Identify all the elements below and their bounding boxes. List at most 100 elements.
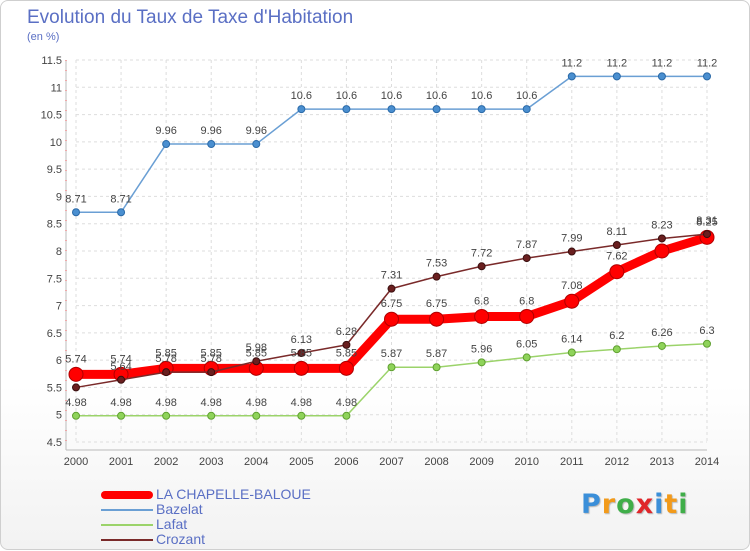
data-label: 6.26 xyxy=(651,327,672,339)
legend-swatch-bazelat xyxy=(101,509,153,511)
data-label: 6.14 xyxy=(561,334,582,346)
x-tick-label: 2014 xyxy=(695,456,719,468)
x-tick-label: 2004 xyxy=(244,456,268,468)
data-point xyxy=(72,208,80,217)
data-point xyxy=(567,72,576,81)
legend-label-lafat: Lafat xyxy=(156,516,188,532)
brand-letter: i xyxy=(678,489,689,520)
data-point xyxy=(477,358,486,367)
legend: LA CHAPELLE-BALOUE Bazelat Lafat Crozant xyxy=(101,486,401,547)
x-tick-label: 2010 xyxy=(514,456,538,468)
data-point xyxy=(564,293,580,309)
data-label: 10.6 xyxy=(291,90,312,102)
x-tick-label: 2005 xyxy=(289,456,313,468)
data-point xyxy=(474,308,490,324)
data-label: 5.85 xyxy=(201,347,222,359)
x-tick-label: 2001 xyxy=(109,456,133,468)
data-label: 8.11 xyxy=(607,226,628,238)
data-label: 5.98 xyxy=(246,342,267,354)
data-point xyxy=(522,254,531,263)
data-label: 6.13 xyxy=(291,334,312,346)
legend-item-lafat: Lafat xyxy=(101,516,401,532)
data-point xyxy=(612,240,621,249)
y-tick-label: 9 xyxy=(56,191,62,203)
data-label: 4.98 xyxy=(65,397,86,409)
data-label: 4.98 xyxy=(246,397,267,409)
y-tick-label: 9.5 xyxy=(47,164,62,176)
y-tick-label: 11 xyxy=(51,82,62,94)
data-point xyxy=(432,363,441,372)
legend-item-la-chapelle-baloue: LA CHAPELLE-BALOUE xyxy=(101,486,401,502)
data-label: 6.28 xyxy=(336,326,357,338)
data-point xyxy=(252,357,261,366)
data-label: 11.2 xyxy=(607,57,628,69)
data-label: 9.96 xyxy=(155,125,176,137)
data-point xyxy=(567,247,576,256)
data-point xyxy=(117,208,126,217)
x-tick-label: 2000 xyxy=(64,456,88,468)
data-label: 5.85 xyxy=(246,347,267,359)
data-point xyxy=(703,230,711,239)
data-label: 6.3 xyxy=(699,325,714,337)
x-tick-label: 2011 xyxy=(560,456,584,468)
data-label: 10.6 xyxy=(336,90,357,102)
data-label: 4.98 xyxy=(291,397,312,409)
y-tick-label: 4.5 xyxy=(47,437,62,449)
data-point xyxy=(657,72,666,81)
data-point xyxy=(387,105,396,114)
data-point xyxy=(297,349,306,358)
data-point xyxy=(207,140,216,149)
data-label: 5.85 xyxy=(291,347,312,359)
data-label: 6.8 xyxy=(474,295,489,307)
data-point xyxy=(477,105,486,114)
data-label: 8.25 xyxy=(696,216,717,228)
data-label: 4.98 xyxy=(201,397,222,409)
data-label: 5.64 xyxy=(110,361,131,373)
data-label: 11.2 xyxy=(561,57,582,69)
data-point xyxy=(612,72,621,81)
data-point xyxy=(68,366,84,382)
data-point xyxy=(117,411,126,420)
data-point xyxy=(703,72,711,81)
x-tick-label: 2006 xyxy=(334,456,358,468)
y-tick-label: 5.5 xyxy=(47,382,62,394)
chart-unit: (en %) xyxy=(27,31,60,43)
x-tick-label: 2009 xyxy=(469,456,493,468)
data-point xyxy=(338,360,354,376)
brand-letter: i xyxy=(654,489,665,520)
legend-swatch-la-chapelle-baloue xyxy=(101,491,153,499)
data-label: 11.2 xyxy=(652,57,673,69)
y-tick-label: 10.5 xyxy=(41,110,62,122)
data-label: 9.96 xyxy=(246,125,267,137)
data-label: 5.78 xyxy=(201,353,222,365)
data-label: 6.2 xyxy=(609,330,624,342)
data-point xyxy=(162,368,171,377)
data-label: 8.71 xyxy=(65,193,86,205)
data-label: 7.31 xyxy=(381,270,402,282)
legend-item-bazelat: Bazelat xyxy=(101,501,401,517)
data-label: 7.87 xyxy=(516,239,537,251)
y-tick-label: 8.5 xyxy=(47,219,62,231)
data-point xyxy=(384,311,399,327)
brand-logo: Proxiti xyxy=(581,489,689,520)
data-label: 4.98 xyxy=(110,397,131,409)
data-label: 6.05 xyxy=(516,338,537,350)
data-label: 10.6 xyxy=(381,90,402,102)
data-point xyxy=(477,262,486,271)
data-point xyxy=(72,411,80,420)
legend-item-crozant: Crozant xyxy=(101,531,401,547)
data-point xyxy=(297,105,306,114)
legend-label-la-chapelle-baloue: LA CHAPELLE-BALOUE xyxy=(156,486,311,502)
y-tick-label: 11.5 xyxy=(41,55,62,67)
data-label: 5.96 xyxy=(471,343,492,355)
data-label: 4.98 xyxy=(155,397,176,409)
data-label: 8.71 xyxy=(110,193,131,205)
legend-swatch-crozant xyxy=(101,539,153,541)
data-label: 5.78 xyxy=(155,353,176,365)
data-label: 5.87 xyxy=(381,348,402,360)
data-label: 9.96 xyxy=(201,125,222,137)
brand-letter: r xyxy=(601,489,617,520)
y-tick-label: 10 xyxy=(50,137,62,149)
